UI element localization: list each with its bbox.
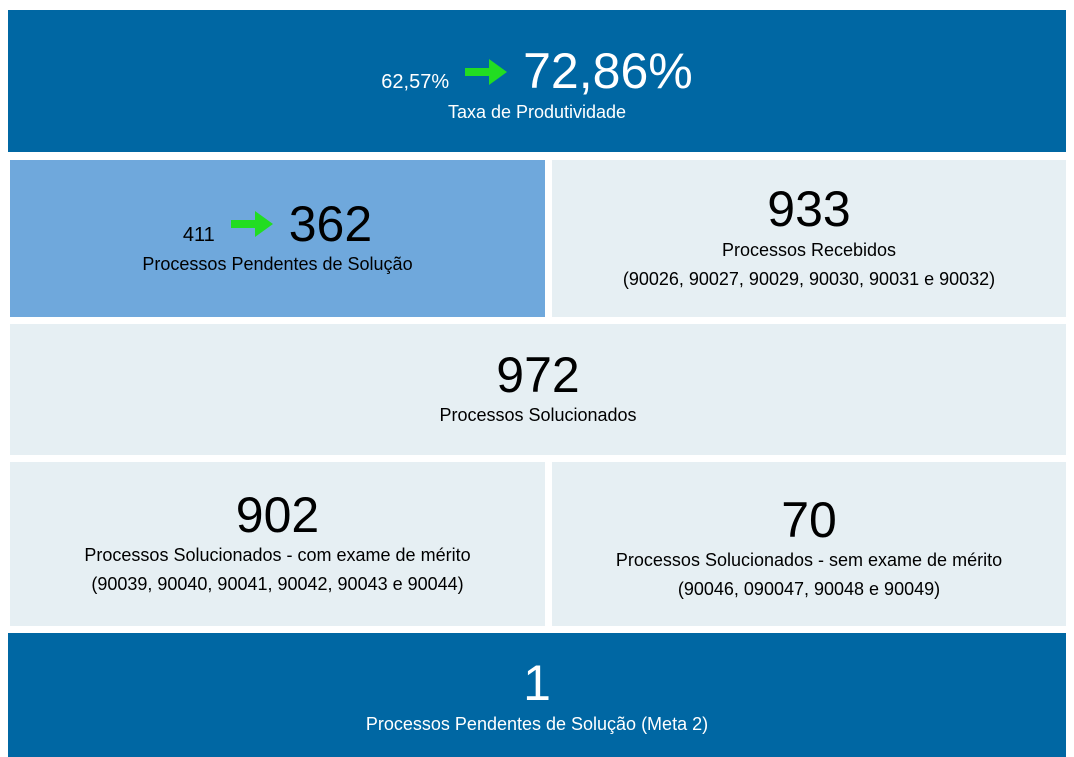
from-value: 62,57%: [381, 71, 450, 94]
panel: 902 Processos Solucionados - com exame d…: [10, 462, 545, 626]
label: Processos Pendentes de Solução: [142, 254, 413, 275]
label: Processos Solucionados - sem exame de mé…: [615, 550, 1003, 571]
value: 70: [781, 491, 837, 548]
label: Processos Recebidos: [721, 239, 897, 260]
label: Processos Pendentes de Solução (Meta 2): [365, 713, 709, 734]
panel: 933 Processos Recebidos (90026, 90027, 9…: [552, 160, 1066, 317]
to-value: 72,86%: [523, 43, 693, 100]
arrow: [465, 58, 508, 85]
comparison: 411 362: [183, 198, 372, 251]
value: 972: [496, 346, 580, 403]
detail: (90026, 90027, 90029, 90030, 90031 e 900…: [622, 268, 996, 289]
label: Taxa de Produtividade: [447, 101, 627, 122]
panel: 411 362 Processos Pendentes de Solução: [10, 160, 545, 317]
panel: 972 Processos Solucionados: [10, 324, 1066, 455]
label: Processos Solucionados: [439, 405, 637, 426]
arrow: [230, 211, 273, 237]
detail: (90039, 90040, 90041, 90042, 90043 e 900…: [91, 574, 464, 595]
value: 933: [767, 181, 851, 238]
label: Processos Solucionados - com exame de mé…: [84, 545, 471, 566]
panel: 1 Processos Pendentes de Solução (Meta 2…: [8, 633, 1066, 757]
panel: 62,57% 72,86% Taxa de Produtividade: [8, 10, 1066, 152]
panel: 70 Processos Solucionados - sem exame de…: [552, 462, 1066, 626]
comparison: 62,57% 72,86%: [381, 45, 692, 98]
value: 1: [523, 655, 551, 712]
from-value: 411: [182, 223, 215, 246]
detail: (90046, 090047, 90048 e 90049): [677, 579, 941, 600]
value: 902: [235, 486, 320, 543]
to-value: 362: [288, 195, 373, 252]
